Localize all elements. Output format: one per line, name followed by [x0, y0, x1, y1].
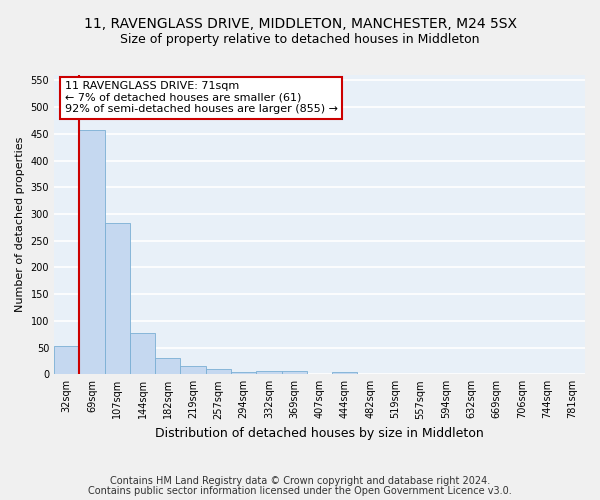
Bar: [79, 130, 104, 374]
Bar: [181, 366, 206, 374]
Bar: [130, 332, 155, 374]
Text: Contains public sector information licensed under the Open Government Licence v3: Contains public sector information licen…: [88, 486, 512, 496]
Bar: [54, 346, 79, 374]
Bar: [231, 372, 256, 374]
Bar: [155, 358, 181, 374]
Text: 11, RAVENGLASS DRIVE, MIDDLETON, MANCHESTER, M24 5SX: 11, RAVENGLASS DRIVE, MIDDLETON, MANCHES…: [83, 18, 517, 32]
Text: Size of property relative to detached houses in Middleton: Size of property relative to detached ho…: [120, 32, 480, 46]
Text: 11 RAVENGLASS DRIVE: 71sqm
← 7% of detached houses are smaller (61)
92% of semi-: 11 RAVENGLASS DRIVE: 71sqm ← 7% of detac…: [65, 81, 338, 114]
Bar: [281, 371, 307, 374]
Y-axis label: Number of detached properties: Number of detached properties: [15, 137, 25, 312]
X-axis label: Distribution of detached houses by size in Middleton: Distribution of detached houses by size …: [155, 427, 484, 440]
Bar: [256, 371, 281, 374]
Text: Contains HM Land Registry data © Crown copyright and database right 2024.: Contains HM Land Registry data © Crown c…: [110, 476, 490, 486]
Bar: [206, 369, 231, 374]
Bar: [104, 222, 130, 374]
Bar: [332, 372, 358, 374]
